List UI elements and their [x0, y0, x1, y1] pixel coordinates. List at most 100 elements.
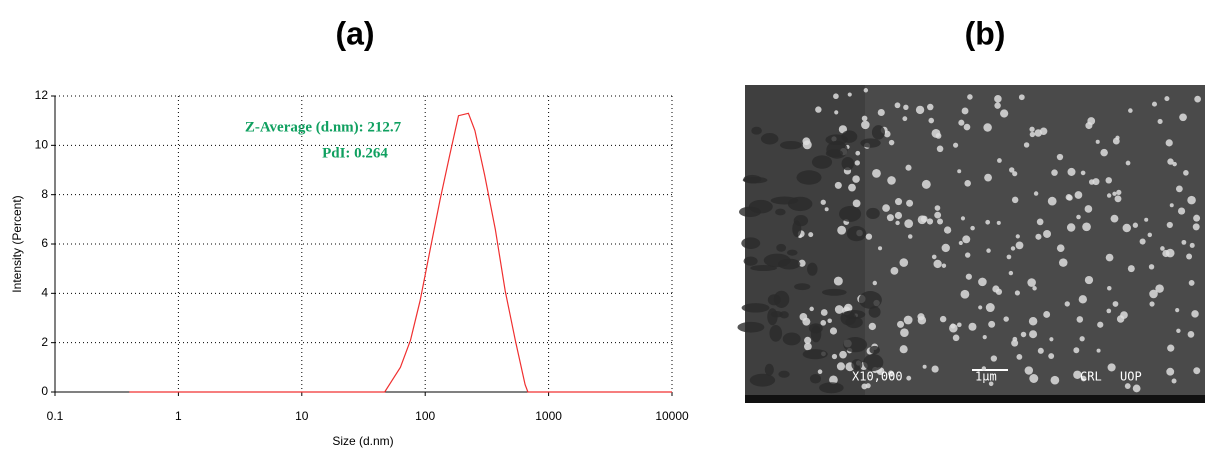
- dark-patch: [767, 294, 781, 306]
- particle: [1193, 367, 1201, 375]
- particle: [970, 225, 975, 231]
- dark-patch: [770, 196, 799, 205]
- particle: [899, 258, 909, 267]
- particle: [937, 218, 944, 225]
- particle: [1000, 109, 1009, 118]
- particle: [978, 277, 987, 287]
- image-label: X10,000: [852, 370, 903, 384]
- particle: [872, 280, 878, 286]
- particle: [986, 248, 991, 253]
- particle: [1024, 366, 1034, 375]
- particle: [934, 211, 942, 219]
- particle: [931, 254, 937, 260]
- particle: [1100, 148, 1108, 157]
- particle: [817, 369, 823, 375]
- particle: [844, 303, 853, 313]
- particle: [894, 198, 903, 206]
- particle: [815, 106, 822, 113]
- particle: [896, 320, 905, 328]
- image-label: CRL: [1080, 370, 1102, 384]
- particle: [931, 365, 939, 373]
- particle: [985, 219, 991, 225]
- dark-patch: [860, 138, 881, 148]
- particle: [1043, 229, 1052, 238]
- dark-patch: [845, 316, 863, 329]
- particle: [863, 88, 869, 93]
- dark-patch: [802, 349, 828, 360]
- dark-patch: [796, 170, 822, 185]
- dark-patch: [749, 373, 776, 387]
- particle: [997, 158, 1002, 163]
- dark-patch: [821, 288, 847, 296]
- dark-patch: [808, 323, 823, 334]
- particle: [1082, 222, 1091, 232]
- dark-patch: [748, 199, 773, 214]
- particle: [958, 240, 963, 246]
- particle: [1192, 223, 1200, 231]
- particle: [834, 181, 842, 189]
- particle: [1074, 191, 1083, 199]
- particle: [1166, 367, 1175, 376]
- particle: [852, 199, 861, 208]
- particle: [1015, 241, 1024, 250]
- annotation: Z-Average (d.nm): 212.7: [245, 119, 402, 135]
- particle: [902, 116, 908, 122]
- particle: [1039, 127, 1048, 135]
- dark-patch: [743, 174, 762, 184]
- particle: [961, 107, 969, 115]
- particle: [865, 233, 873, 240]
- dark-patch: [737, 321, 765, 333]
- particle: [943, 226, 952, 234]
- particle: [1066, 223, 1076, 232]
- particle: [952, 334, 960, 342]
- particle: [1172, 161, 1177, 167]
- particle: [1088, 179, 1095, 185]
- particle: [958, 119, 965, 126]
- particle: [1003, 316, 1009, 322]
- particle: [1084, 275, 1094, 285]
- y-tick-label: 8: [41, 187, 48, 201]
- particle: [1124, 383, 1131, 389]
- particle: [824, 207, 829, 212]
- x-tick-label: 10000: [655, 409, 689, 423]
- particle: [802, 137, 811, 146]
- dark-patch: [760, 133, 779, 145]
- particle: [1194, 95, 1201, 103]
- dark-patch: [751, 126, 762, 135]
- particle: [936, 145, 944, 153]
- particle: [1167, 344, 1175, 352]
- particle: [1166, 221, 1173, 229]
- particle: [877, 246, 883, 251]
- particle: [1056, 153, 1064, 161]
- sem-image: [737, 85, 1205, 403]
- particle: [1183, 170, 1189, 176]
- particle: [1128, 108, 1133, 113]
- particle: [1023, 142, 1030, 148]
- particle: [920, 215, 928, 223]
- dark-patch: [868, 306, 881, 318]
- particle: [994, 95, 1002, 103]
- chart-title: (a): [335, 15, 374, 51]
- particle: [927, 103, 934, 111]
- dark-patch: [866, 207, 880, 220]
- particle: [995, 288, 1003, 295]
- particle: [960, 216, 966, 221]
- particle: [1165, 139, 1173, 147]
- particle: [1127, 265, 1135, 273]
- particle: [1076, 214, 1081, 220]
- dark-patch: [825, 134, 848, 146]
- particle: [833, 93, 839, 100]
- particle: [886, 214, 894, 222]
- particle: [1107, 363, 1116, 372]
- particle: [1008, 270, 1014, 276]
- particle: [978, 305, 983, 310]
- particle: [1050, 375, 1060, 385]
- particle: [906, 375, 912, 381]
- y-tick-label: 0: [41, 384, 48, 398]
- particle: [1037, 347, 1044, 354]
- particle: [1080, 375, 1087, 382]
- particle: [868, 322, 877, 331]
- particle: [981, 366, 987, 371]
- dark-patch: [811, 155, 833, 169]
- annotation: PdI: 0.264: [322, 145, 388, 161]
